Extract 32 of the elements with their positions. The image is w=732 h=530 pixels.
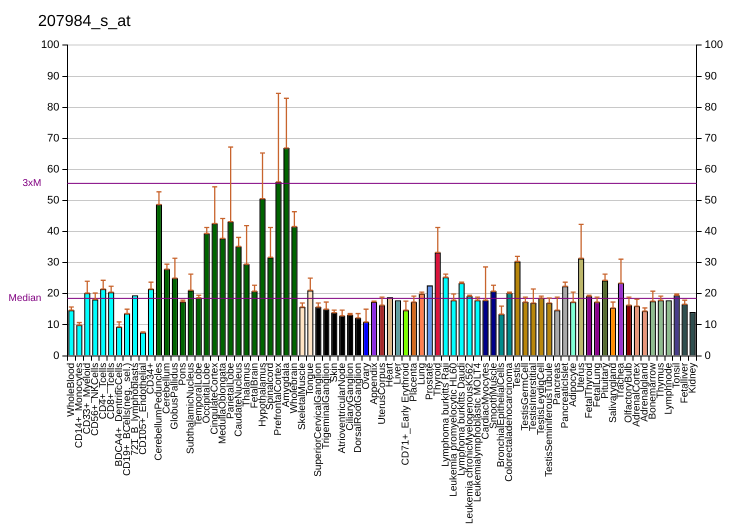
y2-tick-label: 50 — [704, 194, 717, 207]
x-tick-label: CD14+_Monocytes — [74, 362, 86, 448]
y-tick-label: 20 — [47, 288, 60, 300]
y-tick-label: 50 — [47, 194, 60, 207]
y-tick-label: 60 — [47, 163, 60, 176]
x-tick-label: BronchialEpithelialCells — [496, 362, 508, 468]
y2-tick-label: 80 — [704, 101, 717, 114]
y-tick-label: 100 — [40, 39, 60, 52]
x-tick-label: CardiacMyocytes — [480, 362, 492, 440]
y-tick-label: 90 — [47, 70, 60, 82]
y2-tick-label: 40 — [704, 226, 717, 238]
y2-tick-label: 100 — [704, 39, 724, 52]
chart-title: 207984_s_at — [38, 13, 132, 30]
x-tick-label: Adipocyte — [568, 362, 579, 407]
y2-tick-label: 20 — [704, 288, 717, 300]
y-tick-label: 70 — [47, 132, 60, 144]
y2-tick-label: 70 — [704, 132, 717, 144]
y-tick-label: 0 — [53, 350, 60, 362]
y-tick-label: 40 — [47, 226, 60, 238]
y-tick-label: 10 — [47, 318, 60, 331]
ref-line-label: Median — [8, 293, 42, 304]
y2-tick-label: 0 — [704, 350, 711, 362]
x-tick-label: Kidney — [687, 362, 698, 394]
y-tick-label: 80 — [47, 101, 60, 114]
y2-tick-label: 60 — [704, 163, 717, 176]
y2-tick-label: 10 — [704, 318, 717, 331]
ref-line-label: 3xM — [22, 178, 42, 190]
y2-tick-label: 90 — [704, 70, 717, 82]
y-tick-label: 30 — [47, 256, 60, 269]
x-tick-label: Lung — [416, 362, 428, 386]
x-tick-label: Lymphnode — [664, 362, 675, 415]
y2-tick-label: 30 — [704, 256, 717, 269]
